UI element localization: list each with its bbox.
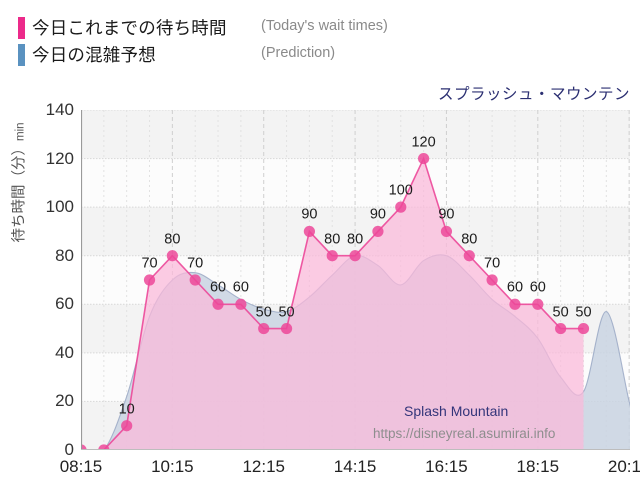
data-point-label: 80 [461,231,478,248]
data-point-label: 10 [118,401,135,418]
legend-label-prediction-en: (Prediction) [261,45,336,61]
y-axis-tick-label: 120 [45,148,74,168]
data-point-label: 80 [324,231,341,248]
x-axis-tick-label: 18:15 [516,457,560,476]
x-axis-tick-label: 08:15 [59,457,103,476]
x-axis-tick-label: 14:15 [333,457,377,476]
y-axis-tick-label: 20 [55,391,74,411]
x-axis-tick-label: 20:15 [607,457,640,476]
data-point-label: 50 [278,304,295,321]
data-point-label: 90 [438,206,455,223]
data-point-label: 50 [255,304,272,321]
data-point-label: 70 [187,255,204,272]
y-axis-title-unit: min [14,122,27,142]
legend-label-actual-en: (Today's wait times) [261,18,388,34]
chart-svg [81,110,630,450]
y-axis-tick-label: 100 [45,197,74,217]
data-point-label: 80 [164,231,181,248]
y-axis-tick-label: 140 [45,100,74,119]
y-axis-tick-label: 60 [55,294,74,314]
chart-legend: 今日これまでの待ち時間 (Today's wait times) 今日の混雑予想… [18,14,388,68]
data-point-label: 120 [411,134,436,151]
chart-title-ride-name: スプラッシュ・マウンテン [437,86,630,103]
data-point-label: 80 [347,231,364,248]
y-axis-tick-label: 0 [64,440,74,459]
x-axis-tick-label: 10:15 [151,457,194,476]
data-point-label: 60 [232,279,249,296]
legend-label-prediction-jp: 今日の混雑予想 [32,45,156,65]
data-point-label: 60 [529,279,546,296]
data-point-label: 60 [209,279,227,296]
plot-area [81,110,630,450]
legend-item-actual[interactable]: 今日これまでの待ち時間 (Today's wait times) [18,14,388,41]
y-axis-tick-label: 80 [55,245,74,265]
data-point-label: 60 [506,279,524,296]
legend-swatch-actual [18,16,25,39]
x-axis-tick-label: 16:15 [425,457,468,476]
legend-item-prediction[interactable]: 今日の混雑予想 (Prediction) [18,41,335,68]
data-point-label: 50 [552,304,569,321]
data-point-label: 90 [301,206,318,223]
watermark-ride-name-en: Splash Mountain [404,403,509,419]
watermark-url: https://disneyreal.asumirai.info [373,426,556,441]
data-point-label: 90 [369,206,386,223]
data-point-label: 70 [484,255,501,272]
data-point-label: 50 [575,304,592,321]
data-point-label: 70 [141,255,158,272]
legend-swatch-prediction [18,43,25,66]
y-axis-tick-label: 40 [55,342,74,362]
data-point-label: 100 [388,182,413,199]
x-axis-tick-label: 12:15 [242,457,285,476]
legend-label-actual-jp: 今日これまでの待ち時間 [32,18,227,38]
